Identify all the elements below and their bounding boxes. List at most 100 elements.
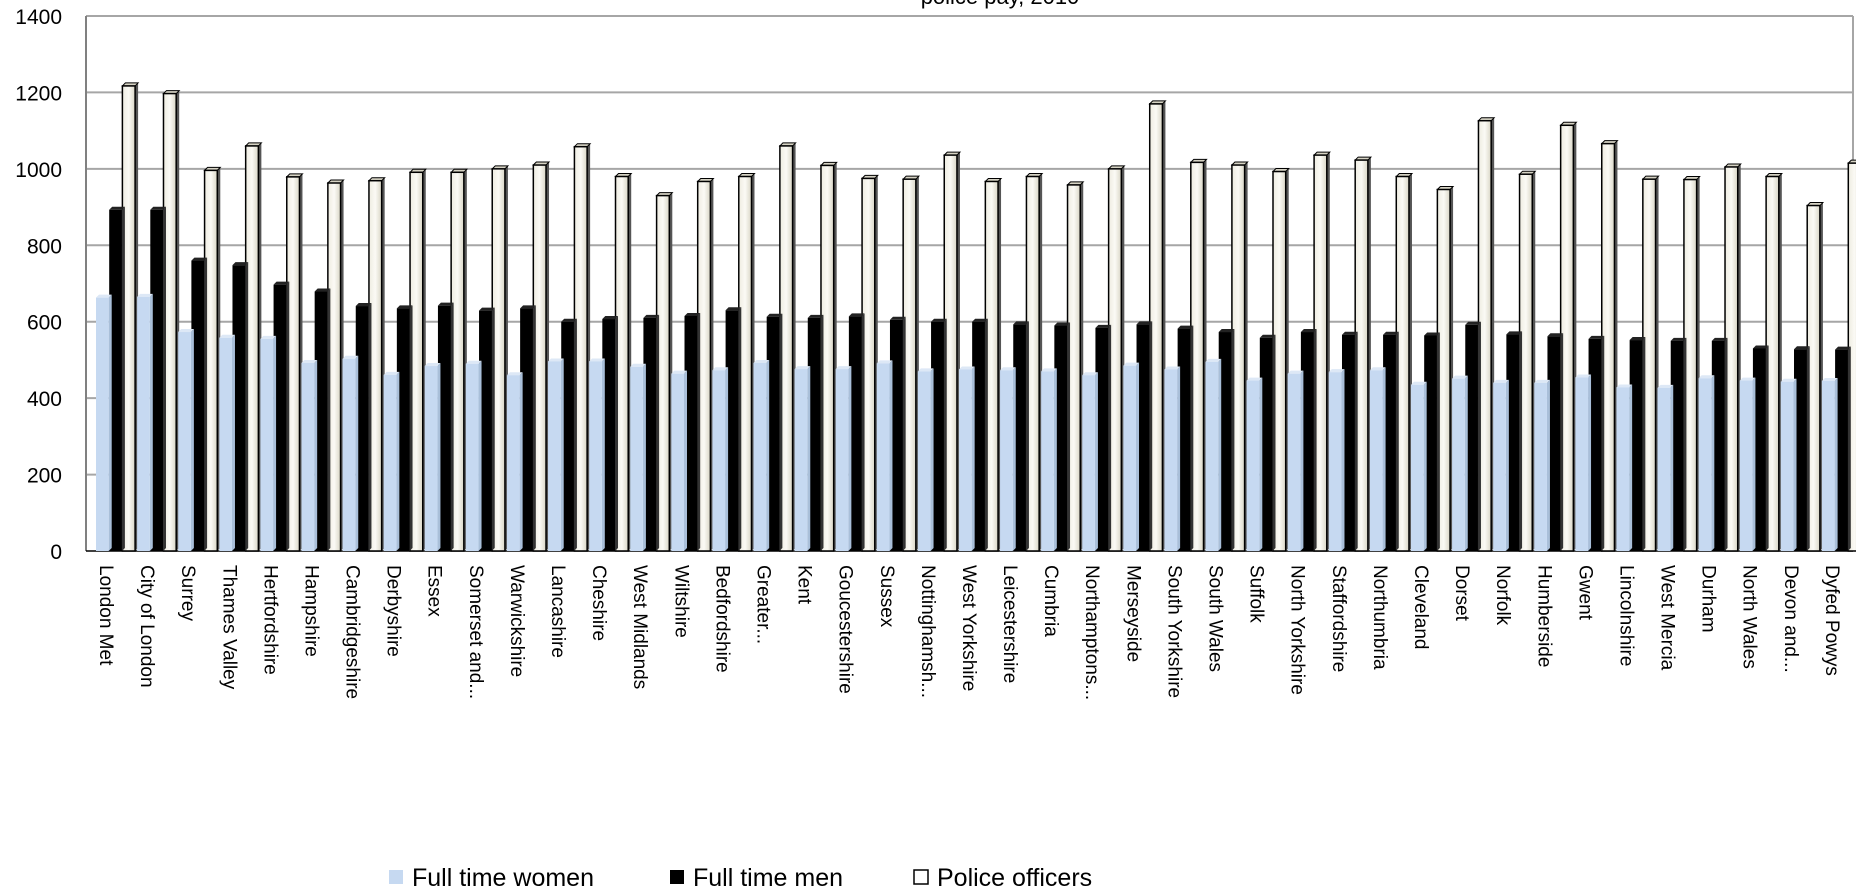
bar-full-time-men (643, 317, 657, 551)
bar-full-time-men (1506, 334, 1520, 551)
bar-side-full-time-women (1588, 374, 1592, 551)
bar-side-full-time-women (1423, 381, 1427, 551)
bar-top-full-time-men (1341, 331, 1358, 335)
x-tick-label: Nottinghamsh... (917, 565, 938, 698)
bar-top-full-time-women (219, 334, 235, 338)
x-tick-label: Warwickshire (506, 565, 527, 677)
bar-side-full-time-men (1067, 322, 1071, 551)
legend-swatch (913, 869, 929, 885)
bar-side-full-time-men (1025, 321, 1029, 551)
bar-top-full-time-men (1383, 331, 1399, 335)
bar-full-time-men (479, 310, 492, 551)
bar-full-time-women (630, 366, 643, 551)
bar-top-full-time-women (1164, 366, 1181, 370)
bar-full-time-men (972, 321, 985, 551)
bar-side-full-time-men (1519, 331, 1523, 551)
bar-full-time-men (520, 308, 533, 551)
bar-top-full-time-women (876, 360, 893, 364)
bar-full-time-men (1465, 324, 1478, 551)
bar-top-full-time-women (1698, 375, 1715, 379)
bar-top-full-time-women (260, 335, 277, 339)
bar-full-time-women (301, 362, 315, 551)
bar-top-full-time-men (191, 257, 208, 261)
bar-top-full-time-women (383, 371, 400, 375)
bar-top-full-time-men (1835, 346, 1851, 350)
bar-full-time-women (219, 337, 232, 551)
bars (96, 82, 1856, 552)
bar-top-full-time-men (437, 302, 454, 306)
bar-top-full-time-men (643, 314, 660, 318)
bar-top-full-time-women (1821, 377, 1838, 381)
bar-side-full-time-men (245, 262, 249, 551)
bar-full-time-women (753, 362, 767, 551)
bar-side-full-time-women (1834, 377, 1838, 551)
bar-side-full-time-women (1218, 358, 1222, 551)
bar-top-full-time-women (1287, 370, 1304, 374)
y-tick-label: 200 (27, 465, 62, 488)
bar-top-full-time-men (1629, 337, 1646, 341)
bar-side-full-time-women (1752, 377, 1756, 551)
bar-top-full-time-men (479, 307, 495, 311)
bar-full-time-men (314, 291, 328, 551)
x-tick-label: Greater... (752, 565, 773, 644)
x-tick-label: London Met (95, 565, 116, 666)
x-tick-label: North Wales (1739, 565, 1760, 669)
bar-full-time-men (1711, 340, 1725, 551)
bar-full-time-women (1616, 387, 1630, 551)
bar-top-full-time-men (972, 318, 988, 322)
bar-side-full-time-women (684, 370, 687, 551)
bar-side-full-time-men (1313, 329, 1317, 551)
bar-side-full-time-women (273, 335, 277, 551)
bar-top-full-time-men (355, 303, 372, 307)
bar-side-full-time-women (1464, 375, 1468, 551)
bar-side-full-time-men (1108, 324, 1112, 551)
bar-top-full-time-men (1506, 331, 1523, 335)
legend-label: Full time men (693, 864, 843, 889)
bar-top-full-time-men (1136, 321, 1153, 325)
bar-top-full-time-women (1739, 377, 1756, 381)
bar-full-time-men (766, 316, 780, 551)
bar-side-full-time-men (1642, 337, 1646, 551)
bar-full-time-men (232, 265, 246, 551)
bar-top-full-time-men (1259, 334, 1276, 338)
x-tick-label: Cleveland (1410, 565, 1431, 650)
x-tick-label: Somerset and... (465, 565, 486, 699)
bar-side-full-time-men (1190, 325, 1194, 551)
bar-top-full-time-women (671, 370, 687, 374)
bar-full-time-men (396, 308, 410, 551)
x-tick-label: Cambridgeshire (342, 565, 363, 699)
bar-side-full-time-women (930, 368, 934, 551)
x-tick-label: City of London (136, 565, 157, 688)
bar-full-time-women (424, 366, 438, 551)
bar-side-full-time-women (355, 355, 359, 551)
bar-top-full-time-men (1465, 321, 1481, 325)
bar-full-time-men (1547, 336, 1561, 551)
bar-side-full-time-men (491, 307, 495, 551)
bar-top-full-time-men (725, 307, 742, 311)
legend-swatch (670, 870, 684, 884)
bar-side-full-time-men (1601, 335, 1605, 551)
x-tick-label: Hampshire (300, 565, 321, 657)
bar-top-full-time-women (1780, 378, 1797, 382)
bar-full-time-men (1752, 348, 1766, 551)
bar-side-full-time-women (314, 359, 318, 551)
bar-full-time-men (807, 317, 821, 551)
bar-side-full-time-men (1847, 346, 1851, 551)
bar-side-full-time-women (1259, 377, 1263, 551)
bar-top-full-time-women (712, 367, 729, 371)
x-tick-label: Lincolnshire (1615, 565, 1636, 666)
bar-full-time-men (1095, 327, 1109, 551)
bar-top-full-time-men (520, 305, 536, 309)
legend-label: Police officers (937, 864, 1092, 889)
bar-full-time-men (1341, 334, 1355, 551)
bar-full-time-women (1575, 377, 1589, 551)
bar-full-time-women (1000, 370, 1013, 551)
bar-side-full-time-women (642, 363, 646, 551)
bar-side-full-time-men (162, 206, 166, 551)
bar-top-full-time-men (1095, 324, 1112, 328)
x-tick-label: Staffordshire (1328, 565, 1349, 672)
bar-top-full-time-women (548, 358, 564, 362)
bar-top-full-time-men (848, 313, 865, 317)
bar-full-time-men (355, 306, 369, 551)
